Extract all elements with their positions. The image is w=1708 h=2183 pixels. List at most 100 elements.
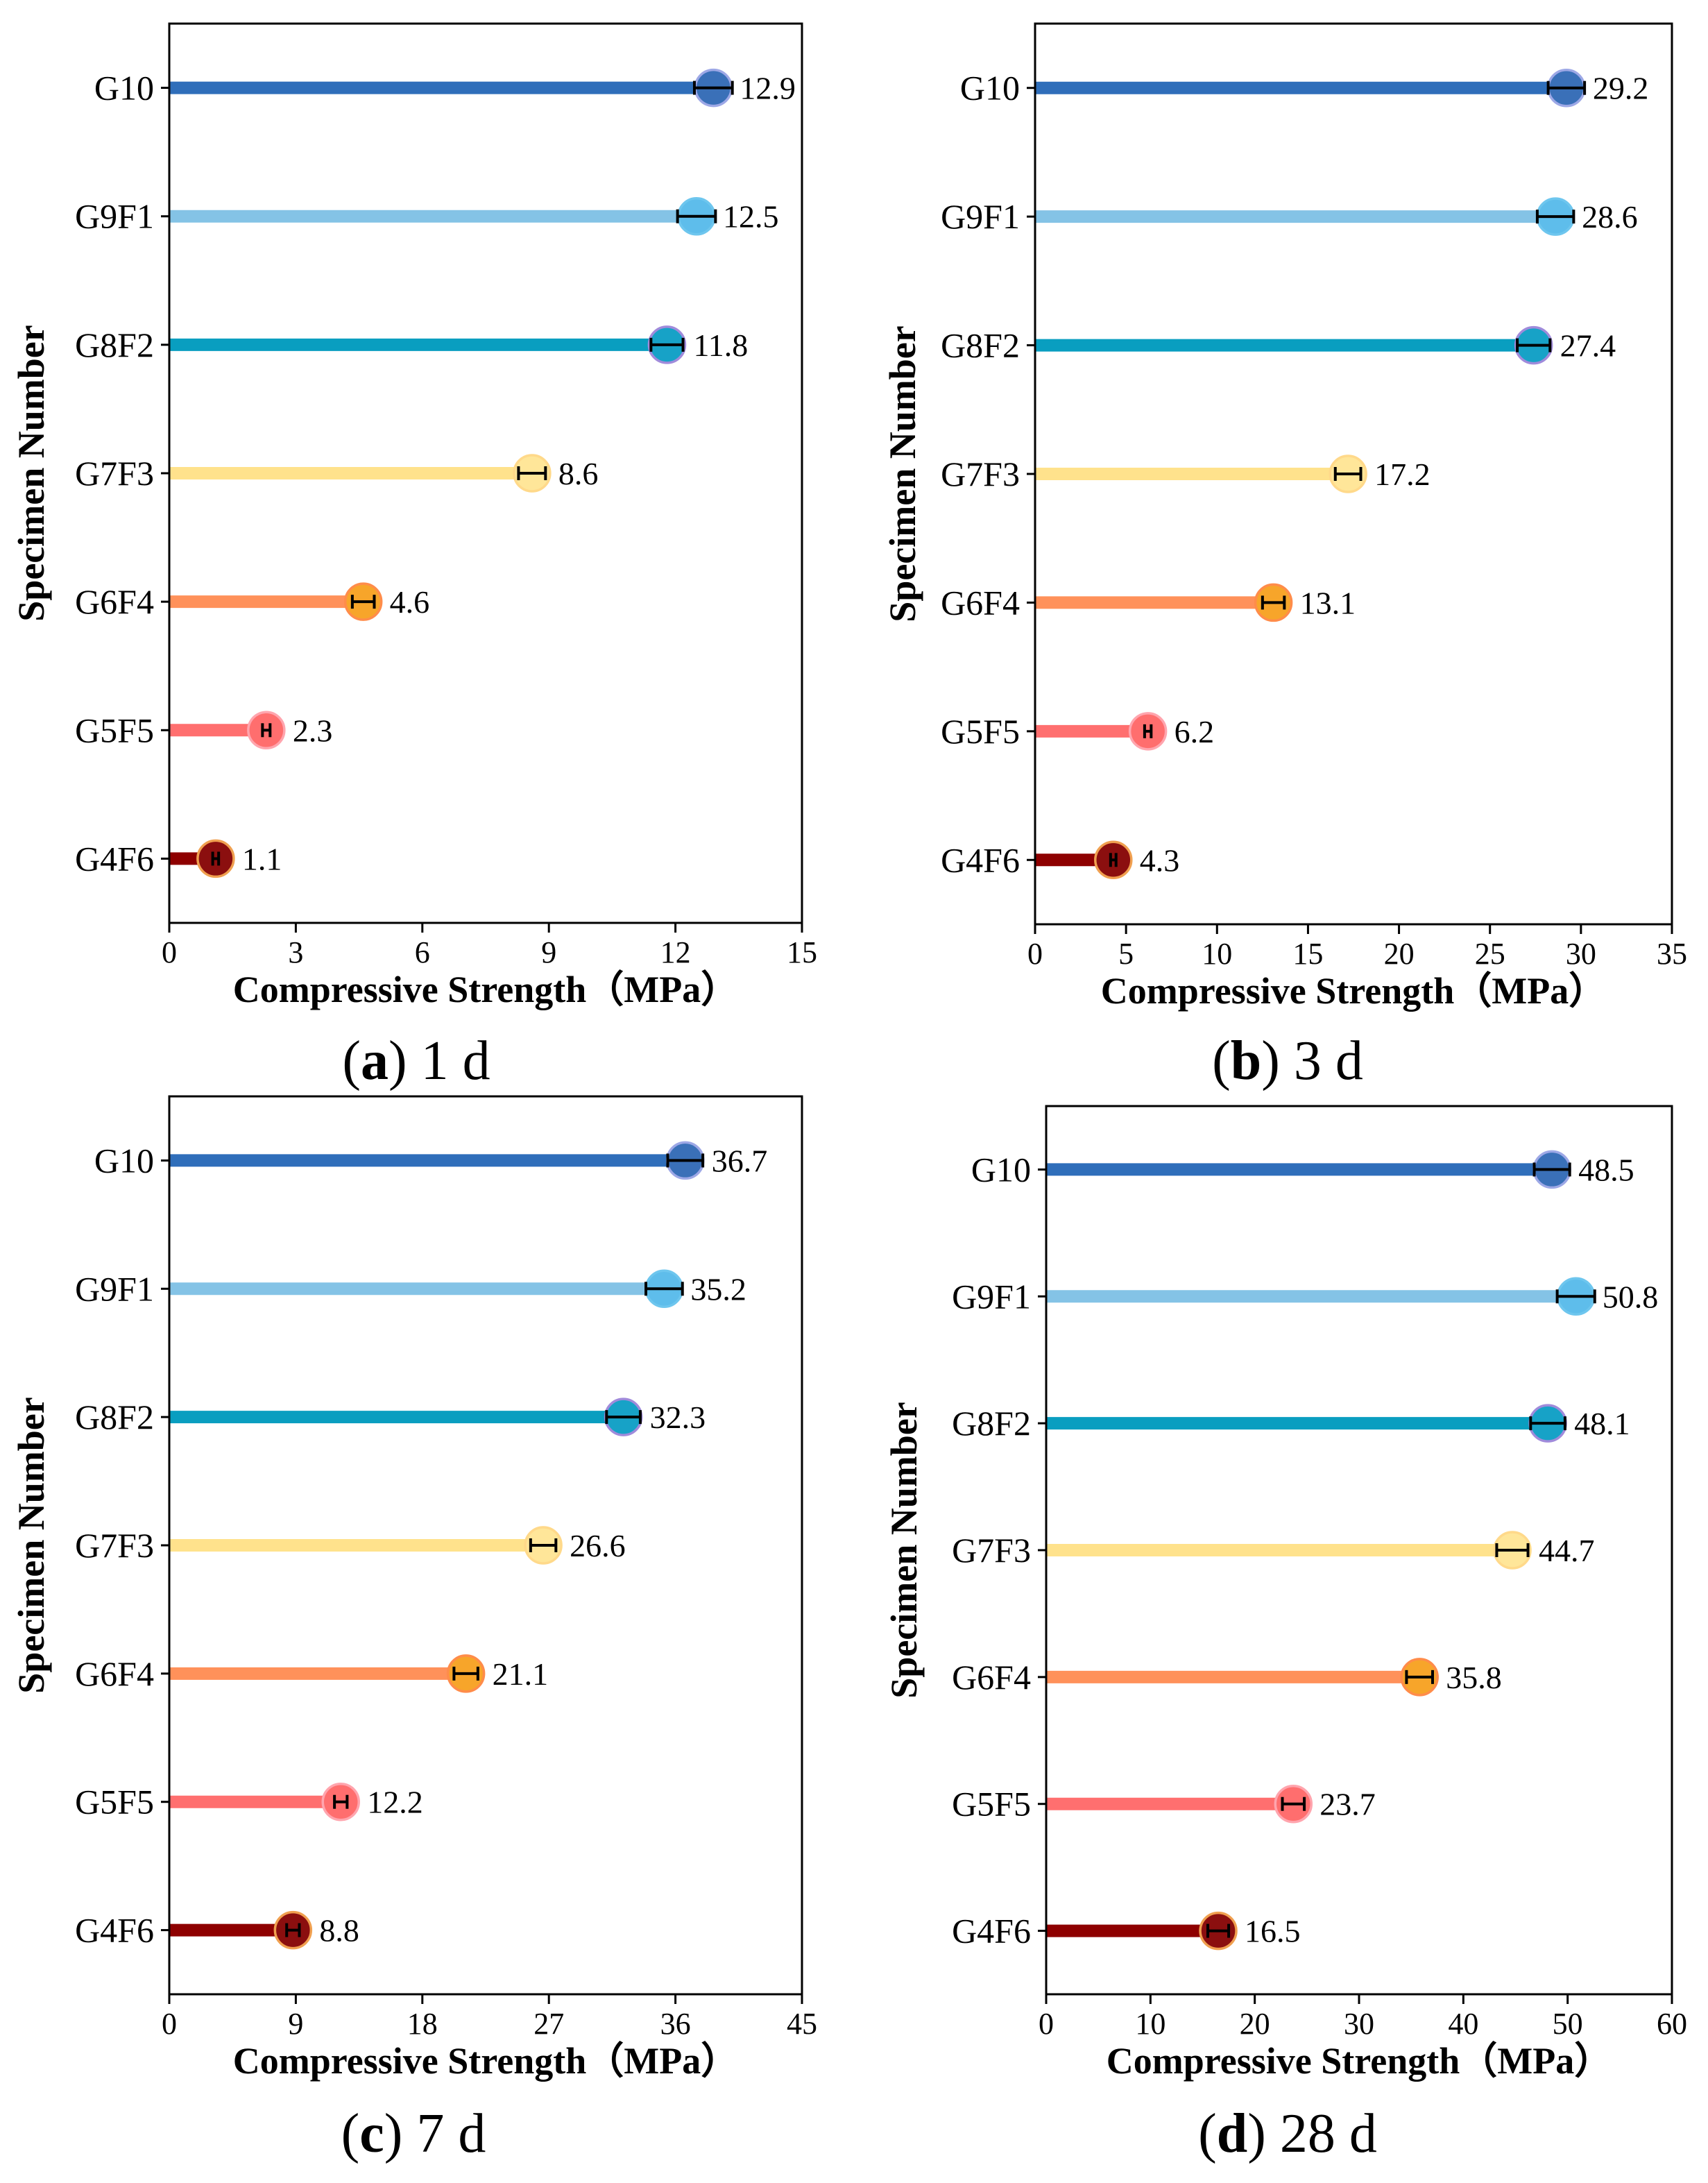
error-bar-G4F6: [211, 851, 221, 866]
value-label-G7F3: 8.6: [558, 456, 599, 491]
value-label-G6F4: 4.6: [390, 584, 430, 620]
error-bar-G6F4: [1261, 595, 1286, 610]
panel-b: G10 29.2 G9F1 28.6 G8F2 27.4 G7F3 17.2 G6F4 13.1 G…: [882, 22, 1687, 1092]
category-label-G6F4: G6F4: [75, 1654, 154, 1693]
panel-caption-d: (d) 28 d: [1198, 2103, 1377, 2164]
category-label-G8F2: G8F2: [75, 325, 154, 364]
value-label-G9F1: 28.6: [1582, 199, 1638, 235]
caption-close-paren: ): [1247, 2103, 1266, 2164]
panel-caption-b: (b) 3 d: [1212, 1030, 1363, 1092]
category-label-G6F4: G6F4: [941, 583, 1020, 622]
category-label-G10: G10: [971, 1150, 1031, 1189]
value-label-G6F4: 35.8: [1446, 1660, 1502, 1695]
caption-open-paren: (: [1198, 2103, 1217, 2164]
value-label-G7F3: 26.6: [570, 1528, 626, 1563]
category-label-G4F6: G4F6: [75, 1911, 154, 1950]
x-tick-label: 20: [1384, 937, 1415, 971]
error-bar-G9F1: [676, 209, 717, 223]
x-tick-label: 27: [533, 2007, 564, 2041]
y-axis-title: Specimen Number: [10, 325, 52, 621]
value-label-G4F6: 16.5: [1245, 1914, 1301, 1949]
caption-close-paren: ): [384, 2103, 403, 2164]
x-tick-label: 6: [415, 935, 430, 969]
error-bar-G7F3: [517, 466, 547, 480]
category-label-G5F5: G5F5: [75, 711, 154, 749]
error-bar-G4F6: [1109, 853, 1118, 867]
value-label-G9F1: 12.5: [723, 199, 779, 235]
error-bar-G9F1: [1535, 210, 1575, 224]
panel-d: G10 48.5 G9F1 50.8 G8F2 48.1 G7F3 44.7 G6F4 35.8 G…: [883, 1105, 1687, 2164]
error-bar-G10: [1532, 1162, 1571, 1177]
value-label-G8F2: 11.8: [693, 328, 748, 363]
x-tick-label: 15: [787, 935, 817, 969]
value-label-G10: 29.2: [1593, 71, 1649, 106]
x-axis-title: Compressive Strength（MPa）: [233, 969, 738, 1010]
caption-age: 1 d: [421, 1030, 490, 1092]
panel-c: G10 36.7 G9F1 35.2 G8F2 32.3 G7F3 26.6 G6F4 21.1 G…: [10, 1095, 817, 2164]
caption-open-paren: (: [341, 2103, 360, 2164]
value-label-G5F5: 6.2: [1175, 714, 1215, 749]
value-label-G8F2: 32.3: [650, 1400, 706, 1435]
x-tick-label: 20: [1240, 2007, 1270, 2041]
caption-close-paren: ): [1261, 1030, 1280, 1092]
category-label-G8F2: G8F2: [952, 1404, 1031, 1443]
panel-a: G10 12.9 G9F1 12.5 G8F2 11.8 G7F3 8.6 G6F4 4.6 G5F…: [10, 22, 817, 1092]
category-label-G5F5: G5F5: [941, 712, 1020, 751]
x-axis-title: Compressive Strength（MPa）: [1101, 970, 1606, 1012]
caption-age: 7 d: [416, 2103, 486, 2164]
category-label-G7F3: G7F3: [952, 1531, 1031, 1570]
category-label-G5F5: G5F5: [952, 1785, 1031, 1824]
x-tick-label: 30: [1566, 937, 1596, 971]
category-label-G8F2: G8F2: [941, 326, 1020, 365]
value-label-G7F3: 17.2: [1374, 457, 1430, 492]
value-label-G4F6: 1.1: [242, 841, 282, 876]
category-label-G4F6: G4F6: [952, 1912, 1031, 1951]
error-bar-G6F4: [452, 1666, 479, 1681]
category-label-G10: G10: [960, 69, 1020, 108]
value-label-G9F1: 35.2: [690, 1271, 746, 1307]
value-label-G8F2: 48.1: [1574, 1406, 1630, 1441]
value-label-G7F3: 44.7: [1539, 1533, 1595, 1568]
x-axis-title: Compressive Strength（MPa）: [233, 2040, 738, 2082]
error-bar-G5F5: [261, 723, 272, 738]
category-label-G7F3: G7F3: [75, 454, 154, 493]
caption-open-paren: (: [1212, 1030, 1231, 1092]
x-tick-label: 50: [1553, 2007, 1583, 2041]
caption-age: 28 d: [1280, 2103, 1377, 2164]
error-bar-G6F4: [350, 595, 376, 609]
error-bar-G8F2: [1529, 1416, 1566, 1431]
value-label-G5F5: 12.2: [367, 1785, 423, 1820]
error-bar-G5F5: [1281, 1796, 1306, 1811]
caption-age: 3 d: [1294, 1030, 1363, 1092]
plot-frame: [1034, 22, 1673, 926]
category-label-G10: G10: [94, 69, 154, 108]
value-label-G6F4: 21.1: [493, 1656, 549, 1692]
category-label-G10: G10: [94, 1141, 154, 1180]
caption-open-paren: (: [342, 1030, 361, 1092]
value-label-G5F5: 2.3: [293, 713, 333, 748]
category-label-G6F4: G6F4: [75, 582, 154, 621]
category-label-G4F6: G4F6: [75, 839, 154, 878]
y-axis-title: Specimen Number: [10, 1397, 52, 1693]
x-tick-label: 36: [660, 2007, 691, 2041]
y-axis-title: Specimen Number: [883, 1402, 925, 1698]
x-tick-label: 18: [407, 2007, 438, 2041]
x-tick-label: 9: [541, 935, 556, 969]
caption-close-paren: ): [388, 1030, 407, 1092]
category-label-G5F5: G5F5: [75, 1783, 154, 1821]
x-tick-label: 0: [1027, 937, 1043, 971]
x-tick-label: 10: [1135, 2007, 1165, 2041]
caption-letter: c: [359, 2103, 384, 2164]
x-tick-label: 10: [1202, 937, 1232, 971]
value-label-G10: 36.7: [712, 1143, 768, 1178]
category-label-G7F3: G7F3: [941, 455, 1020, 493]
category-label-G9F1: G9F1: [75, 197, 154, 236]
plot-frame: [168, 1095, 803, 1996]
value-label-G9F1: 50.8: [1603, 1279, 1659, 1314]
error-bar-G5F5: [1143, 724, 1153, 738]
x-tick-label: 15: [1292, 937, 1323, 971]
value-label-G4F6: 4.3: [1140, 842, 1180, 878]
category-label-G9F1: G9F1: [75, 1269, 154, 1308]
